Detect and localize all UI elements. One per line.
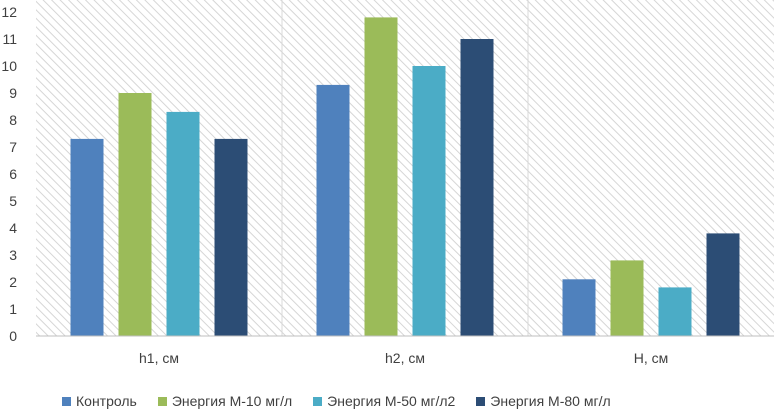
bar bbox=[562, 279, 596, 336]
legend-label: Энергия М-80 мг/л bbox=[490, 393, 611, 409]
bar bbox=[166, 111, 200, 337]
x-category-label: H, см bbox=[634, 350, 669, 366]
legend-item: Энергия М-80 мг/л bbox=[476, 393, 611, 409]
y-tick-label: 3 bbox=[9, 247, 17, 263]
y-tick-label: 12 bbox=[1, 4, 17, 20]
bar bbox=[118, 93, 152, 336]
y-tick-label: 4 bbox=[9, 220, 17, 236]
legend-item: Энергия М-10 мг/л bbox=[157, 393, 293, 409]
bar bbox=[658, 287, 692, 336]
y-tick-label: 7 bbox=[9, 139, 17, 155]
legend-label: Энергия М-10 мг/л bbox=[171, 393, 293, 409]
y-tick-label: 0 bbox=[9, 328, 17, 344]
y-tick-label: 9 bbox=[9, 85, 17, 101]
y-tick-label: 10 bbox=[1, 58, 17, 74]
bar bbox=[610, 260, 644, 336]
x-category-label: h1, см bbox=[139, 350, 179, 366]
bar bbox=[316, 84, 350, 337]
bar bbox=[214, 138, 248, 336]
bar bbox=[460, 39, 494, 336]
bar bbox=[706, 233, 740, 336]
legend-swatch bbox=[62, 396, 71, 406]
bar bbox=[364, 17, 398, 337]
legend-label: Контроль bbox=[76, 393, 137, 409]
bar bbox=[70, 138, 104, 336]
y-tick-label: 2 bbox=[9, 274, 17, 290]
legend-label: Энергия М-50 мг/л2 bbox=[327, 393, 456, 409]
legend-swatch bbox=[313, 396, 323, 406]
legend-item: Контроль bbox=[62, 393, 137, 409]
y-tick-label: 11 bbox=[2, 31, 17, 47]
bar bbox=[412, 66, 446, 336]
y-tick-label: 1 bbox=[9, 301, 17, 317]
x-category-label: h2, см bbox=[385, 350, 425, 366]
y-tick-label: 8 bbox=[9, 112, 17, 128]
legend-swatch bbox=[476, 396, 486, 406]
legend: Контроль Энергия М-10 мг/л Энергия М-50 мг… bbox=[62, 392, 632, 410]
y-tick-label: 5 bbox=[9, 193, 17, 209]
legend-swatch bbox=[157, 396, 167, 406]
y-tick-label: 6 bbox=[9, 166, 17, 182]
legend-item: Энергия М-50 мг/л2 bbox=[313, 393, 455, 409]
plot-area-background bbox=[36, 0, 774, 336]
